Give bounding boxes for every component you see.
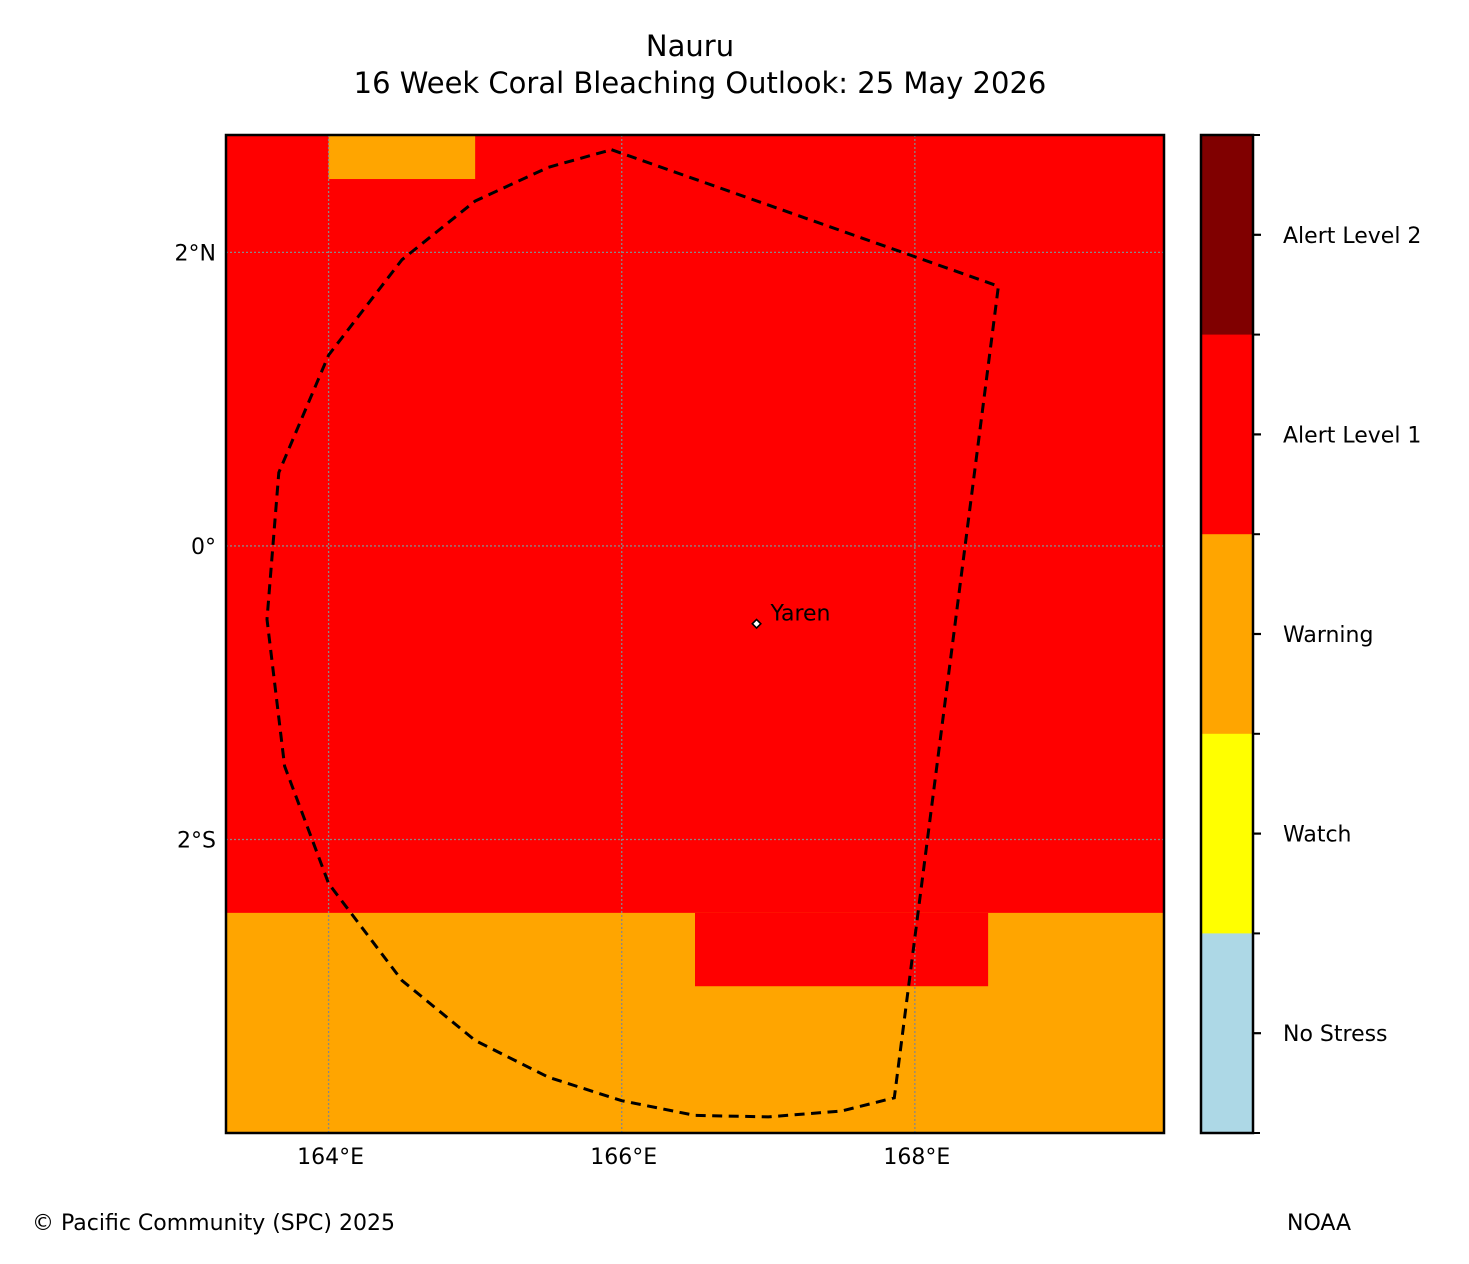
colorbar-swatch — [1201, 933, 1253, 1134]
colorbar-label: No Stress — [1283, 1022, 1388, 1047]
colorbar-label: Warning — [1283, 623, 1373, 648]
alert-level-colorbar: Alert Level 2 Alert Level 1 Warning Watch No… — [1199, 133, 1421, 1135]
map-title-region: Nauru — [646, 29, 734, 63]
colorbar-label: Alert Level 1 — [1283, 423, 1421, 448]
colorbar-swatch — [1201, 334, 1253, 535]
colorbar-swatch — [1201, 534, 1253, 735]
longitude-axis: 164°E 166°E 168°E — [297, 1145, 950, 1170]
latitude-axis: 2°N 0° 2°S — [175, 241, 216, 853]
colorbar-label: Alert Level 2 — [1283, 224, 1421, 249]
colorbar-swatch — [1201, 733, 1253, 934]
source-credit: NOAA — [1287, 1211, 1351, 1236]
outlook-region-2 — [695, 912, 989, 987]
copyright-text: © Pacific Community (SPC) 2025 — [32, 1211, 395, 1236]
outlook-regions — [226, 135, 1164, 1133]
lat-tick-label: 0° — [191, 535, 216, 560]
lon-tick-label: 166°E — [590, 1145, 657, 1170]
outlook-region-0 — [328, 135, 476, 180]
lat-tick-label: 2°N — [175, 241, 216, 266]
colorbar-frame — [1199, 133, 1255, 1135]
yaren-marker: Yaren — [751, 602, 831, 630]
map-gridlines — [226, 135, 1164, 1133]
map-frame — [224, 133, 1166, 1135]
eez-boundary-dashed — [265, 148, 1001, 1119]
lat-tick-label: 2°S — [177, 828, 216, 853]
lon-tick-label: 168°E — [883, 1145, 950, 1170]
colorbar-label: Watch — [1283, 823, 1352, 848]
map-panel: Yaren 164°E 166°E 168°E 2°N 0° 2°S — [175, 133, 1166, 1170]
yaren-island-marker — [751, 618, 762, 630]
place-label-yaren: Yaren — [770, 602, 831, 627]
lon-tick-label: 164°E — [297, 1145, 364, 1170]
colorbar-swatch — [1201, 135, 1253, 336]
map-title-outlook: 16 Week Coral Bleaching Outlook: 25 May … — [354, 66, 1047, 100]
